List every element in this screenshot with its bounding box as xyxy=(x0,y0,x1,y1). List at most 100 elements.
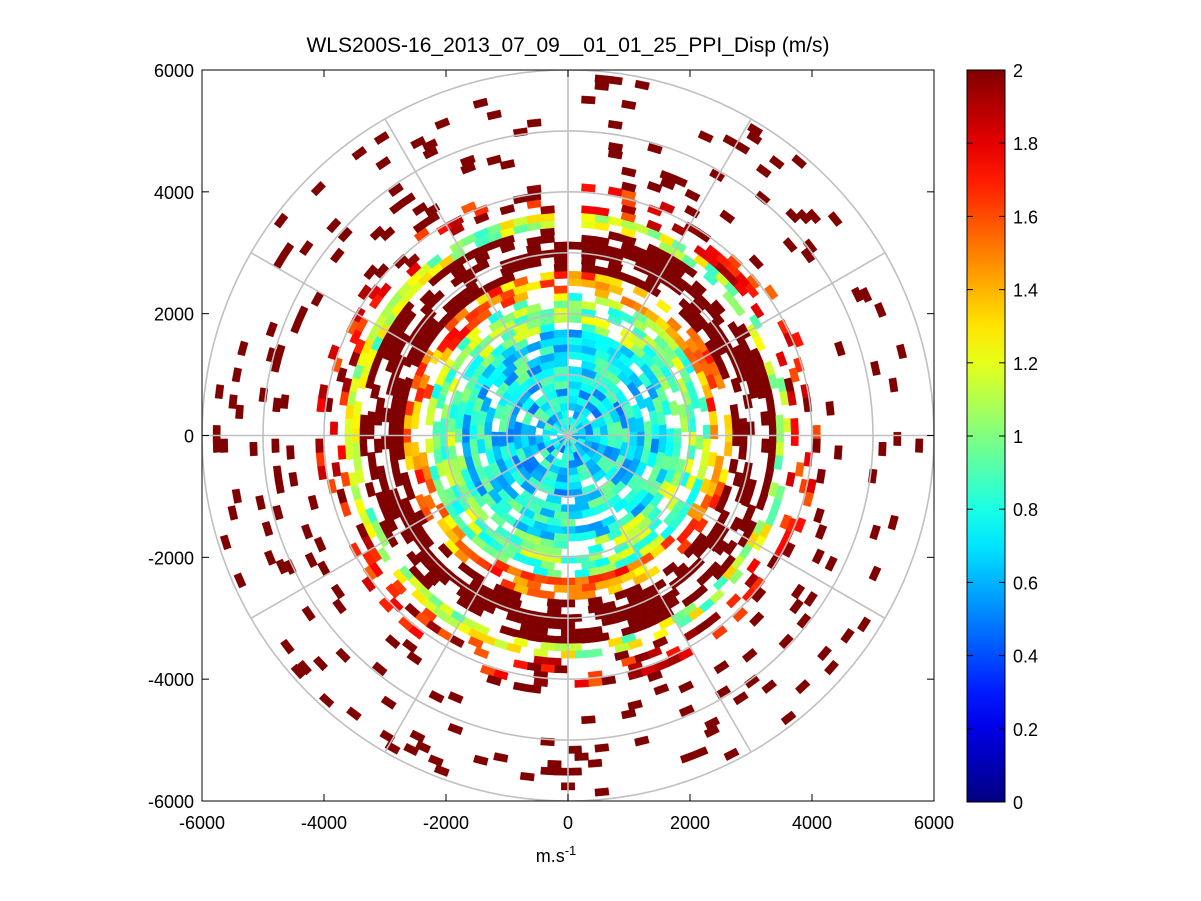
data-cell xyxy=(651,424,660,440)
data-cell xyxy=(744,282,760,299)
chart-title: WLS200S-16_2013_07_09__01_01_25_PPI_Disp… xyxy=(306,34,829,57)
data-cell xyxy=(437,542,453,559)
data-cell xyxy=(695,435,704,450)
data-cell xyxy=(468,424,478,440)
polar-grid xyxy=(202,70,934,801)
data-cell xyxy=(366,411,376,426)
data-cell xyxy=(366,284,382,300)
data-cell xyxy=(679,417,689,433)
data-cell xyxy=(553,270,569,280)
polar-spoke xyxy=(384,435,569,753)
data-cell xyxy=(607,583,624,595)
colorbar-tick-label: 0.4 xyxy=(1013,647,1038,667)
data-cell xyxy=(540,212,555,222)
polar-spoke xyxy=(567,252,886,437)
x-tick-label: -4000 xyxy=(301,813,347,833)
data-cell xyxy=(237,340,249,357)
y-tick-label: -2000 xyxy=(148,548,194,568)
x-axis-label-base: m.s xyxy=(536,846,565,866)
data-cell xyxy=(629,431,638,447)
data-cell xyxy=(553,643,569,652)
data-cell xyxy=(227,505,239,521)
data-cell xyxy=(404,602,421,618)
data-cell xyxy=(429,289,445,306)
data-cell xyxy=(643,420,653,436)
data-cell xyxy=(731,417,741,433)
data-cell xyxy=(526,118,542,128)
colorbar-fill xyxy=(967,70,1005,802)
data-cell xyxy=(748,254,764,270)
data-cell xyxy=(614,588,631,601)
data-cell xyxy=(702,438,711,454)
data-cell xyxy=(646,219,663,233)
data-cell xyxy=(351,146,368,161)
data-cell xyxy=(212,438,221,453)
data-cell xyxy=(790,418,799,433)
data-cell xyxy=(512,276,529,288)
data-cell xyxy=(587,648,603,658)
data-cell xyxy=(683,542,699,559)
data-cell xyxy=(768,414,777,430)
data-cell xyxy=(553,351,569,361)
data-cell xyxy=(567,365,584,376)
data-cell xyxy=(379,226,396,242)
data-cell xyxy=(540,205,555,215)
data-cell xyxy=(695,228,712,243)
data-cell xyxy=(318,692,335,708)
data-cell xyxy=(741,587,757,603)
data-cell xyxy=(315,451,325,467)
data-cell xyxy=(782,541,796,558)
data-cell xyxy=(621,181,637,193)
data-cell xyxy=(526,184,542,195)
data-cell xyxy=(395,431,404,447)
data-cell xyxy=(436,517,451,534)
data-cell xyxy=(493,752,509,763)
data-cell xyxy=(812,438,821,453)
data-cell xyxy=(456,587,473,602)
colorbar-tick-label: 2 xyxy=(1013,61,1023,81)
colorbar-tick-label: 0.6 xyxy=(1013,573,1038,593)
data-cell xyxy=(768,155,785,170)
data-cell xyxy=(337,445,347,460)
data-cell xyxy=(717,363,731,380)
data-cell xyxy=(594,787,610,797)
data-cell xyxy=(425,410,435,426)
y-tick-label: -4000 xyxy=(148,670,194,690)
data-cell xyxy=(749,611,765,627)
data-cell xyxy=(546,620,562,630)
data-cell xyxy=(473,204,489,217)
data-cell xyxy=(755,163,772,179)
data-cell xyxy=(703,724,720,738)
data-cell xyxy=(553,241,569,250)
data-cell xyxy=(392,568,408,585)
data-cell xyxy=(553,635,569,645)
data-cell xyxy=(581,634,597,644)
data-cell xyxy=(567,533,583,542)
data-cell xyxy=(567,278,583,287)
data-cell xyxy=(553,665,569,674)
colorbar: 0 0.2 0.4 0.6 0.8 1 1.2 1.4 1.6 1.8 2 xyxy=(966,61,1038,813)
data-cell xyxy=(728,568,744,585)
data-cell xyxy=(738,445,748,460)
data-cell xyxy=(261,521,274,537)
data-cell xyxy=(272,504,284,521)
y-axis: 6000 4000 2000 0 -2000 -4000 -6000 xyxy=(148,61,934,812)
data-cell xyxy=(367,451,377,467)
data-cell xyxy=(351,414,361,430)
data-cell xyxy=(539,590,555,600)
data-cell xyxy=(607,283,624,296)
data-cell xyxy=(681,263,698,278)
data-cell xyxy=(786,390,797,406)
data-cell xyxy=(553,343,569,353)
data-cell xyxy=(567,300,583,309)
data-cell xyxy=(746,131,763,145)
data-cell xyxy=(761,438,770,454)
data-cell xyxy=(581,715,596,725)
data-cell xyxy=(738,417,748,433)
data-cell xyxy=(607,260,624,273)
data-cell xyxy=(273,212,289,229)
data-cell xyxy=(540,766,555,776)
data-cell xyxy=(824,659,839,676)
data-cell xyxy=(761,679,778,694)
data-cell xyxy=(426,254,443,269)
